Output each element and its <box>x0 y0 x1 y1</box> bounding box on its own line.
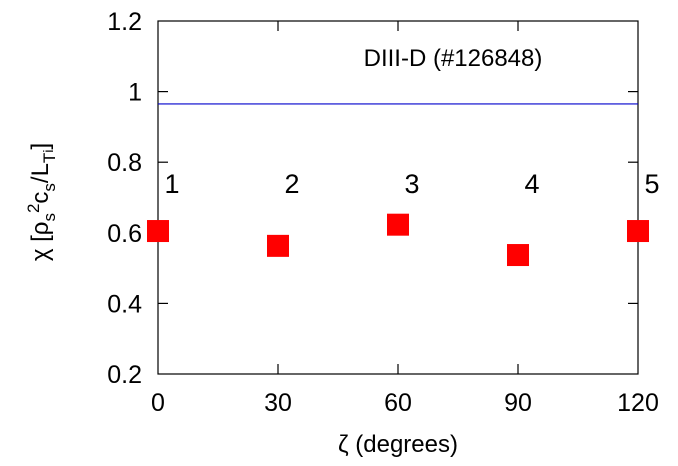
x-tick-label: 120 <box>617 389 659 417</box>
y-axis-label-part: s <box>40 183 59 192</box>
point-label: 4 <box>524 169 539 199</box>
y-tick-label: 0.6 <box>107 220 142 248</box>
x-tick-label: 90 <box>504 389 532 417</box>
point-label: 1 <box>164 169 179 199</box>
y-axis-label-part: T <box>40 153 59 163</box>
annotation-label: DIII-D (#126848) <box>364 45 543 72</box>
data-points <box>147 213 649 267</box>
point-labels: 1 2 3 4 5 <box>164 169 659 199</box>
x-tick-label: 30 <box>264 389 292 417</box>
y-axis-label: χ [ρs2cs/LTi] <box>24 143 59 261</box>
point-label: 3 <box>404 169 419 199</box>
y-axis-label-part: ] <box>27 143 54 150</box>
y-tick-label: 0.4 <box>107 290 142 318</box>
y-tick-label: 1 <box>128 79 142 107</box>
data-point <box>387 213 409 236</box>
point-label: 5 <box>644 169 659 199</box>
x-axis-label: ζ (degrees) <box>338 431 458 458</box>
y-tick-label: 0.8 <box>107 149 142 177</box>
y-tick-label: 0.2 <box>107 361 142 389</box>
y-axis-label-part: s <box>40 213 59 222</box>
plot-frame <box>157 20 639 375</box>
data-point <box>267 234 289 257</box>
data-point <box>627 220 649 243</box>
y-axis-label-part: /L <box>27 163 54 183</box>
x-tick-label: 0 <box>151 389 165 417</box>
point-label: 2 <box>284 169 299 199</box>
data-point <box>507 244 529 267</box>
axis-ticks: 0.2 0.4 0.6 0.8 1 1.2 0 30 60 90 120 <box>107 8 659 417</box>
y-axis-label-part: c <box>27 192 54 204</box>
y-axis-label-part: 2 <box>24 204 43 213</box>
y-tick-label: 1.2 <box>107 8 142 36</box>
x-tick-label: 60 <box>384 389 412 417</box>
y-axis-label-part: i <box>40 150 56 153</box>
data-point <box>147 220 169 243</box>
y-axis-label-part: χ [ρ <box>27 222 54 262</box>
